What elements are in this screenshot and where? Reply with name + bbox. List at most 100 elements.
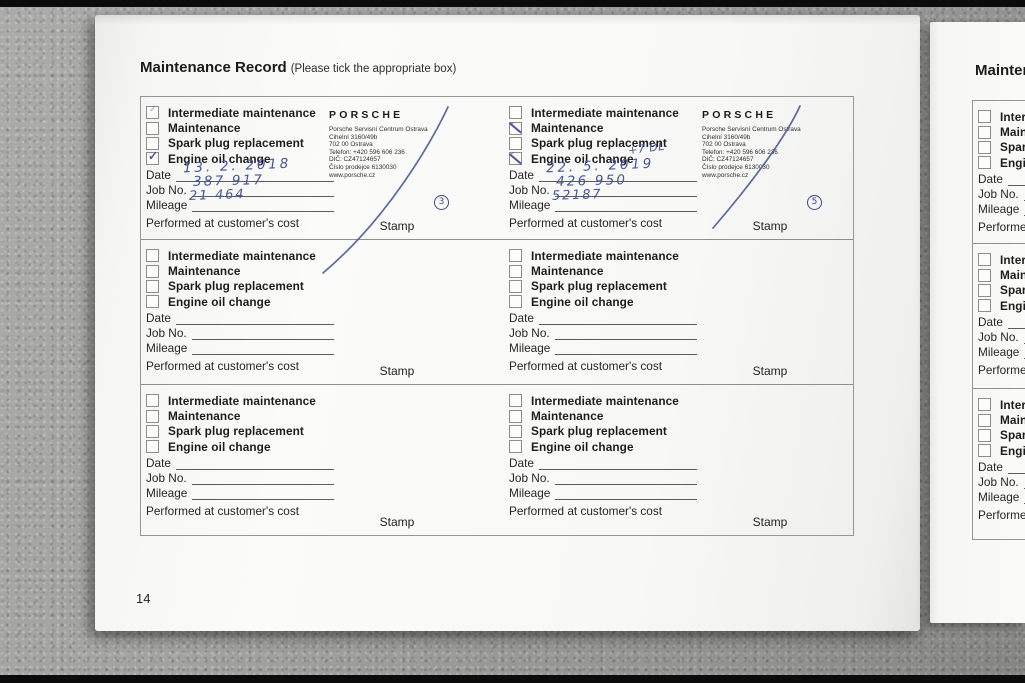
checkbox-engine-oil-change xyxy=(978,156,991,170)
checkbox-spark-plug-replacement xyxy=(146,279,159,293)
checkbox-engine-oil-change xyxy=(146,149,159,166)
mileage-label: Mileage xyxy=(978,202,1020,217)
date-field: Date xyxy=(509,168,697,182)
checkbox-maintenance xyxy=(509,409,522,423)
job-no-field: Job No. xyxy=(978,187,1025,201)
option-row-maintenance: Maintenance xyxy=(978,124,1025,139)
checkbox-engine-oil-change xyxy=(978,299,991,313)
mileage-field: Mileage xyxy=(509,341,697,356)
performed-at-cost-label: Performed at customer's cost xyxy=(509,358,663,373)
stamp-zone: Stamp xyxy=(702,393,838,531)
photo-top-border xyxy=(0,0,1025,7)
option-label-engine-oil-change: Engine oil change xyxy=(531,151,634,166)
job-no-line xyxy=(1023,475,1025,489)
stamp-zone: Stamp xyxy=(702,248,838,380)
option-row-engine-oil-change: Engine oil change xyxy=(978,298,1025,313)
option-label-spark-plug-replacement: Spark plug replacement xyxy=(168,424,304,439)
option-label-spark-plug-replacement: Spark plug replacement xyxy=(1000,140,1025,155)
dealer-stamp: PORSCHE Porsche Servisní Centrum Ostrava… xyxy=(329,109,465,210)
checkbox-intermediate-maintenance xyxy=(978,110,991,124)
option-row-maintenance: Maintenance xyxy=(978,412,1025,427)
stamp-label: Stamp xyxy=(379,219,415,233)
mileage-label: Mileage xyxy=(146,486,188,501)
next-page-edge: Maintenance Record Intermediate maintena… xyxy=(930,22,1025,623)
table-row: Intermediate maintenance Maintenance Spa… xyxy=(141,240,853,385)
option-label-spark-plug-replacement: Spark plug replacement xyxy=(531,424,667,439)
option-row-engine-oil-change: Engine oil change xyxy=(146,439,334,454)
mileage-label: Mileage xyxy=(978,345,1020,360)
option-label-spark-plug-replacement: Spark plug replacement xyxy=(1000,428,1025,443)
checkbox-intermediate-maintenance xyxy=(978,398,991,412)
option-label-intermediate-maintenance: Intermediate maintenance xyxy=(1000,252,1025,267)
stamp-zone: Stamp xyxy=(329,248,465,380)
option-row-intermediate-maintenance: Intermediate maintenance xyxy=(146,248,334,263)
job-no-line xyxy=(554,326,697,340)
date-line xyxy=(538,168,697,182)
option-row-maintenance: Maintenance xyxy=(509,120,697,135)
option-label-intermediate-maintenance: Intermediate maintenance xyxy=(168,393,316,408)
job-no-line xyxy=(191,326,334,340)
entry-fields: Intermediate maintenance Maintenance Spa… xyxy=(146,248,334,373)
performed-at-cost-label: Performed at customer's cost xyxy=(978,362,1025,377)
date-field: Date xyxy=(978,314,1025,329)
option-label-engine-oil-change: Engine oil change xyxy=(531,439,634,454)
checkbox-engine-oil-change xyxy=(146,295,159,309)
option-row-engine-oil-change: Engine oil change xyxy=(509,151,697,166)
date-label: Date xyxy=(146,167,171,182)
checkbox-engine-oil-change xyxy=(146,440,159,454)
option-row-engine-oil-change: Engine oil change xyxy=(146,294,334,309)
job-no-line xyxy=(191,471,334,485)
option-label-engine-oil-change: Engine oil change xyxy=(168,294,271,309)
performed-at-cost-label: Performed at customer's cost xyxy=(978,219,1025,234)
job-no-label: Job No. xyxy=(509,325,550,340)
next-page-table: Intermediate maintenance Maintenance Spa… xyxy=(972,100,1025,540)
option-label-engine-oil-change: Engine oil change xyxy=(531,294,634,309)
date-field: Date xyxy=(509,311,697,325)
date-line xyxy=(538,456,697,470)
date-label: Date xyxy=(978,314,1003,329)
option-label-engine-oil-change: Engine oil change xyxy=(1000,298,1025,313)
checkbox-intermediate-maintenance xyxy=(146,394,159,408)
dealer-website: www.porsche.cz xyxy=(702,171,749,179)
job-no-line xyxy=(1023,330,1025,344)
dealer-city: 702 00 Ostrava xyxy=(329,141,373,149)
option-label-maintenance: Maintenance xyxy=(168,121,241,136)
next-page-title: Maintenance Record xyxy=(975,62,1025,79)
mileage-field: Mileage xyxy=(146,486,334,501)
porsche-logo-text: PORSCHE xyxy=(329,109,404,121)
checkbox-spark-plug-replacement xyxy=(146,136,159,150)
entry-fields: Intermediate maintenance Maintenance Spa… xyxy=(509,393,697,518)
page-title: Maintenance Record (Please tick the appro… xyxy=(140,59,456,76)
dealer-street: Cihelní 3160/49b xyxy=(702,133,751,141)
maintenance-entry-cell: Intermediate maintenance Maintenance Spa… xyxy=(504,97,853,239)
checkbox-intermediate-maintenance xyxy=(509,249,522,263)
option-label-spark-plug-replacement: Spark plug replacement xyxy=(168,279,304,294)
checkbox-spark-plug-replacement xyxy=(509,136,522,150)
date-line xyxy=(1007,460,1025,474)
option-label-intermediate-maintenance: Intermediate maintenance xyxy=(168,105,316,120)
entry-fields: Intermediate maintenance Maintenance Spa… xyxy=(509,248,697,373)
checkbox-intermediate-maintenance xyxy=(146,249,159,263)
dealer-number: Číslo prodejce 6130030 xyxy=(702,163,770,171)
job-no-line xyxy=(1023,187,1025,201)
job-no-field: Job No. xyxy=(146,326,334,340)
date-line xyxy=(1007,315,1025,329)
option-label-intermediate-maintenance: Intermediate maintenance xyxy=(531,393,679,408)
option-label-intermediate-maintenance: Intermediate maintenance xyxy=(168,248,316,263)
job-no-line xyxy=(554,183,697,197)
circled-service-number: 5 xyxy=(807,195,822,210)
date-field: Date xyxy=(146,311,334,325)
option-row-spark-plug-replacement: Spark plug replacement xyxy=(146,279,334,294)
mileage-line xyxy=(555,199,697,213)
page-title-text: Maintenance Record xyxy=(140,59,287,76)
checkbox-maintenance xyxy=(509,121,522,135)
maintenance-entry-cell: Intermediate maintenance Maintenance Spa… xyxy=(504,240,853,384)
table-row: Intermediate maintenance Maintenance Spa… xyxy=(141,385,853,535)
option-label-maintenance: Maintenance xyxy=(531,121,604,136)
option-row-spark-plug-replacement: Spark plug replacement xyxy=(978,140,1025,155)
option-label-maintenance: Maintenance xyxy=(1000,413,1025,428)
mileage-label: Mileage xyxy=(978,490,1020,505)
table-row: Intermediate maintenance Maintenance Spa… xyxy=(973,101,1025,244)
option-label-intermediate-maintenance: Intermediate maintenance xyxy=(531,105,679,120)
job-no-label: Job No. xyxy=(978,329,1019,344)
